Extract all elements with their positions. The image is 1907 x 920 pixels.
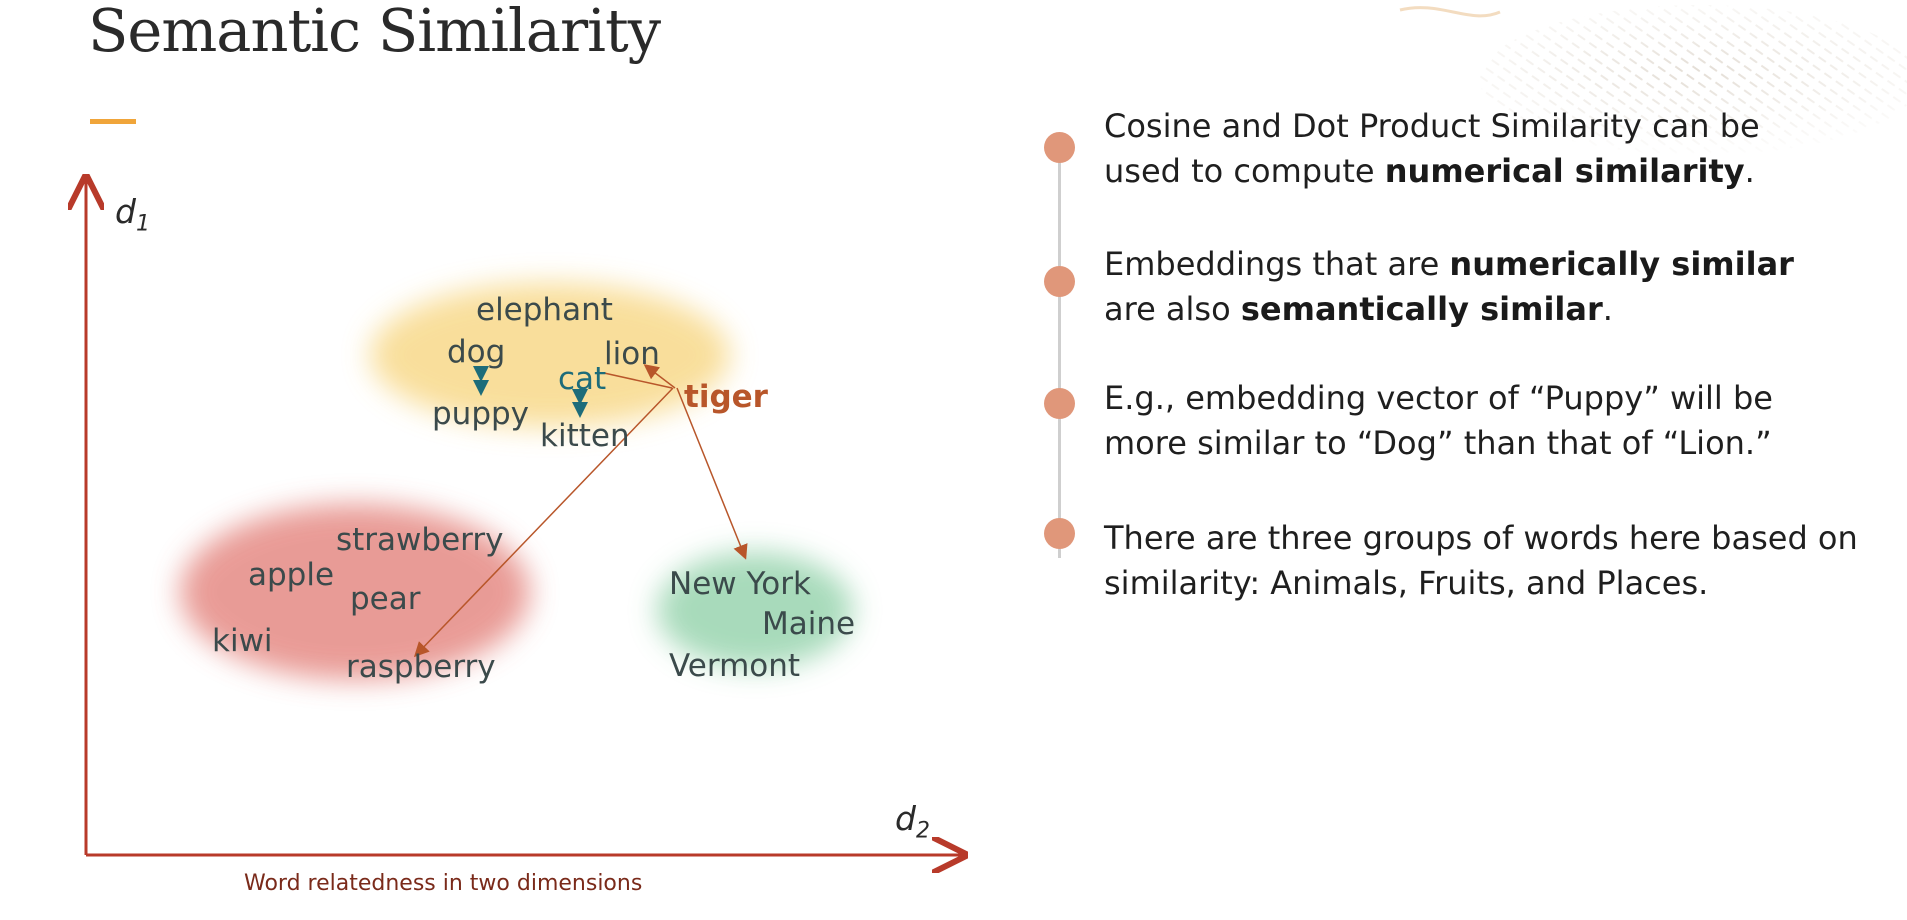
timeline-line bbox=[1058, 148, 1061, 558]
word-kitten: kitten bbox=[540, 418, 630, 454]
bullet-emphasis: semantically similar bbox=[1240, 290, 1603, 328]
bullet-dot bbox=[1044, 388, 1075, 419]
word-raspberry: raspberry bbox=[346, 649, 496, 685]
word-strawberry: strawberry bbox=[336, 522, 504, 558]
title-accent-bar bbox=[90, 119, 136, 124]
word-puppy: puppy bbox=[432, 396, 530, 432]
bullet-segment: are also bbox=[1104, 290, 1241, 328]
bullet-3-text: E.g., embedding vector of “Puppy” will b… bbox=[1104, 376, 1824, 466]
word-tiger: tiger bbox=[684, 379, 768, 415]
word-dog: dog bbox=[447, 334, 506, 370]
tiger-to-raspberry-arrow bbox=[413, 387, 674, 658]
bullet-segment: Embeddings that are bbox=[1104, 245, 1450, 283]
y-axis-label: d1 bbox=[115, 192, 150, 237]
bullet-4-text: There are three groups of words here bas… bbox=[1104, 516, 1894, 606]
fruits-cluster bbox=[180, 504, 530, 680]
tiger-to-lion-arrow bbox=[643, 364, 676, 389]
bullet-dot bbox=[1044, 518, 1075, 549]
bullet-2-text: Embeddings that are numerically similar … bbox=[1104, 242, 1824, 332]
word-new-york: New York bbox=[669, 566, 811, 602]
word-maine: Maine bbox=[762, 606, 856, 642]
diagram-caption: Word relatedness in two dimensions bbox=[244, 871, 643, 896]
bullet-segment: E.g., embedding vector of “Puppy” will b… bbox=[1104, 379, 1773, 462]
word-pear: pear bbox=[350, 581, 421, 617]
word-lion: lion bbox=[604, 336, 660, 372]
x-axis-label: d2 bbox=[895, 799, 930, 844]
decorative-pattern bbox=[1399, 5, 1907, 155]
tiger-to-new-york-arrow bbox=[676, 387, 748, 560]
word-relatedness-diagram bbox=[0, 0, 1000, 880]
bullet-dot bbox=[1044, 132, 1075, 163]
animals-cluster bbox=[370, 283, 730, 427]
bullet-1-text: Cosine and Dot Product Similarity can be… bbox=[1104, 104, 1824, 194]
word-vermont: Vermont bbox=[669, 648, 801, 684]
bullet-segment: There are three groups of words here bas… bbox=[1104, 519, 1858, 602]
places-cluster bbox=[657, 552, 853, 668]
word-elephant: elephant bbox=[476, 292, 613, 328]
bullet-emphasis: numerically similar bbox=[1449, 245, 1794, 283]
bullet-segment: . bbox=[1602, 290, 1613, 328]
bullet-segment: . bbox=[1744, 152, 1755, 190]
bullet-dot bbox=[1044, 266, 1075, 297]
word-kiwi: kiwi bbox=[212, 623, 273, 659]
word-apple: apple bbox=[248, 557, 335, 593]
tiger-to-cat-arrow bbox=[603, 372, 673, 389]
bullet-segment: Cosine and Dot Product Similarity can be… bbox=[1104, 107, 1760, 190]
bullet-emphasis: numerical similarity bbox=[1384, 152, 1745, 190]
slide-title: Semantic Similarity bbox=[88, 0, 661, 65]
word-cat: cat bbox=[558, 361, 607, 397]
